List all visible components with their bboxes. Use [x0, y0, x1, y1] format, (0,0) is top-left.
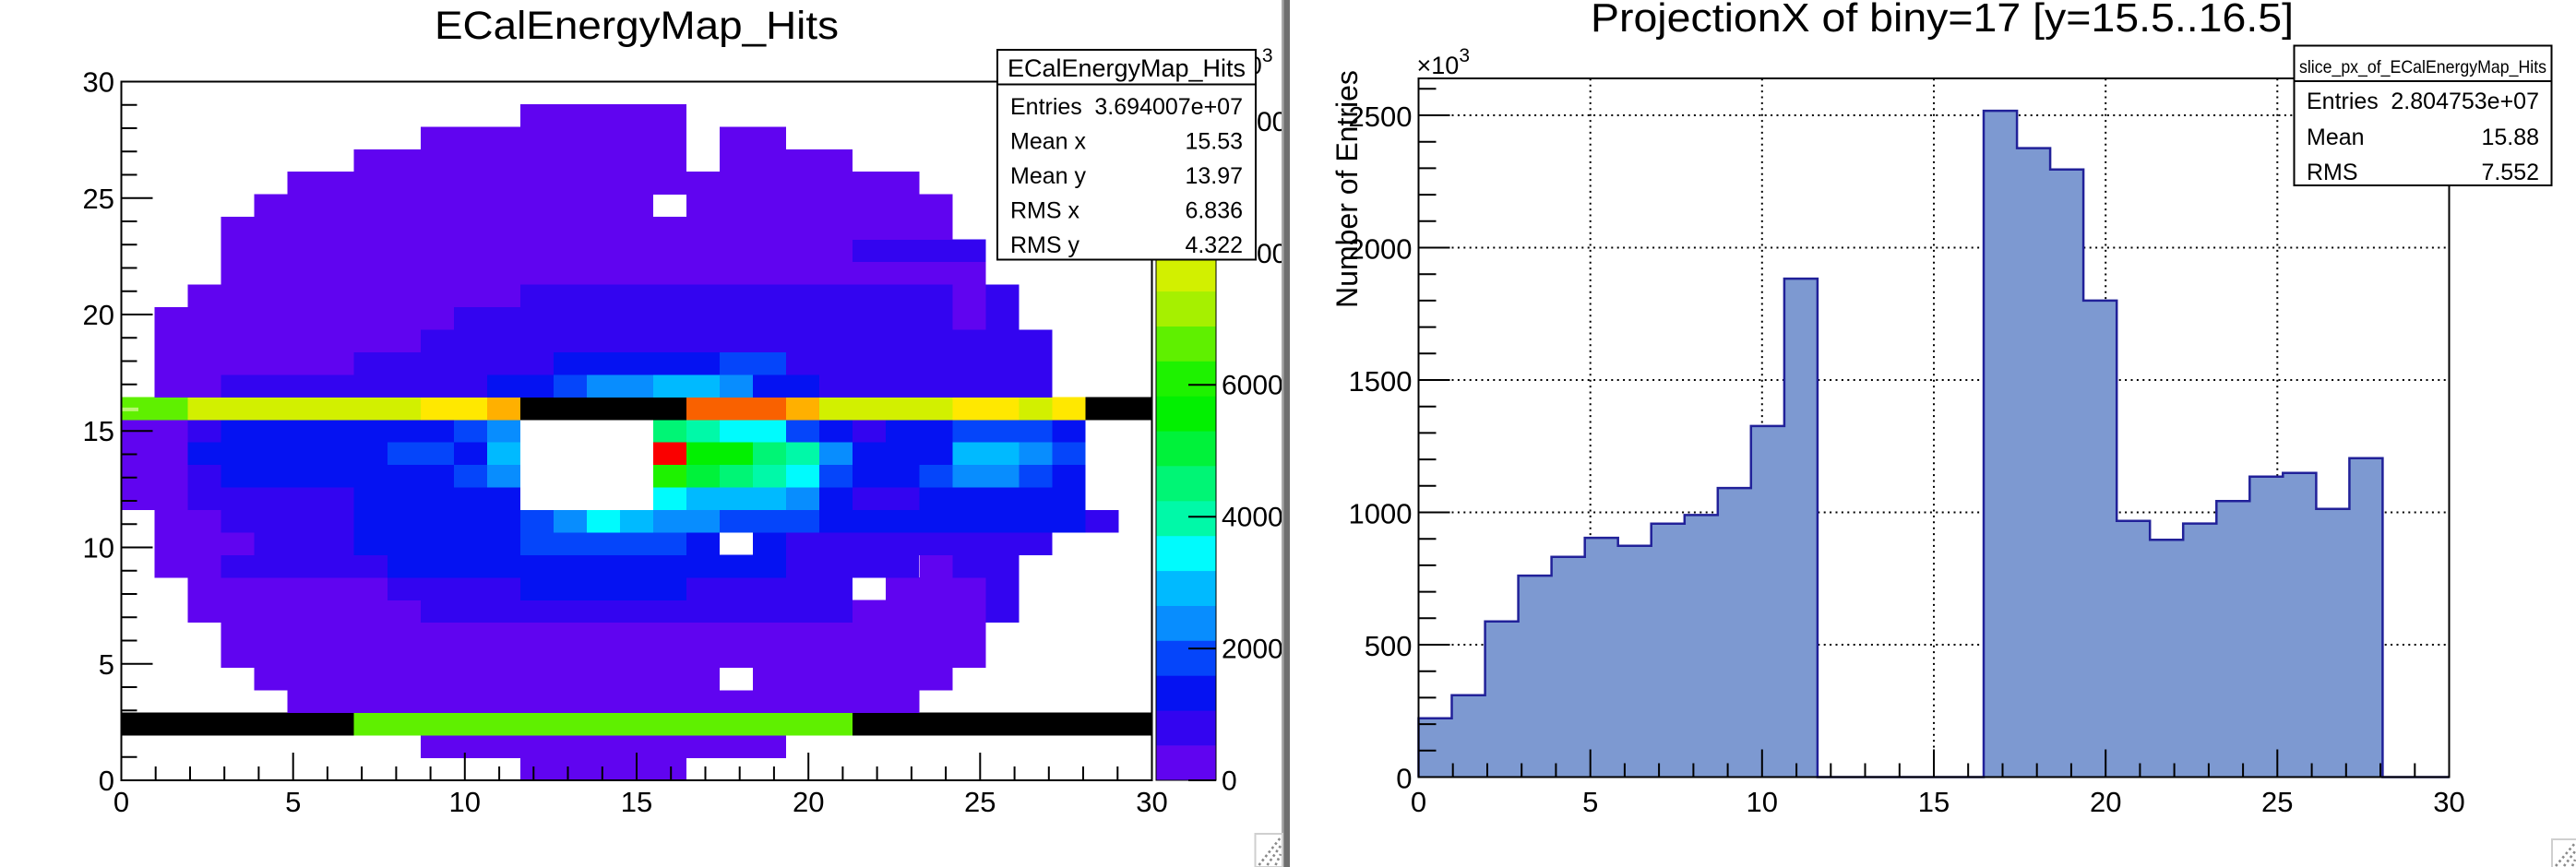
svg-text:15: 15 — [621, 786, 652, 818]
svg-text:RMS: RMS — [2307, 160, 2358, 185]
svg-text:1500: 1500 — [1349, 365, 1413, 398]
svg-text:2.804753e+07: 2.804753e+07 — [2391, 89, 2539, 114]
svg-text:13.97: 13.97 — [1185, 163, 1243, 189]
svg-text:15: 15 — [1918, 786, 1950, 818]
svg-text:slice_px_of_ECalEnergyMap_Hits: slice_px_of_ECalEnergyMap_Hits — [2299, 57, 2546, 77]
svg-text:15.88: 15.88 — [2481, 125, 2539, 150]
svg-text:2000: 2000 — [1222, 635, 1283, 665]
svg-text:2500: 2500 — [1349, 101, 1413, 133]
svg-text:Mean x: Mean x — [1010, 129, 1086, 155]
svg-text:15.53: 15.53 — [1185, 129, 1243, 155]
svg-text:10: 10 — [83, 532, 114, 564]
svg-text:10: 10 — [449, 786, 481, 818]
svg-text:20: 20 — [2090, 786, 2121, 818]
svg-text:7.552: 7.552 — [2481, 160, 2539, 185]
svg-text:Mean y: Mean y — [1010, 163, 1086, 189]
svg-text:ECalEnergyMap_Hits: ECalEnergyMap_Hits — [435, 4, 839, 48]
svg-text:3.694007e+07: 3.694007e+07 — [1094, 94, 1243, 120]
svg-text:RMS y: RMS y — [1010, 232, 1080, 258]
svg-text:ECalEnergyMap_Hits: ECalEnergyMap_Hits — [1008, 54, 1246, 82]
svg-text:30: 30 — [1136, 786, 1167, 818]
svg-text:20: 20 — [793, 786, 824, 818]
svg-text:4.322: 4.322 — [1185, 232, 1243, 258]
svg-text:Entries: Entries — [1010, 94, 1082, 120]
svg-text:0: 0 — [99, 765, 114, 797]
svg-text:15: 15 — [83, 415, 114, 447]
svg-text:30: 30 — [83, 66, 114, 99]
svg-text:2000: 2000 — [1349, 233, 1413, 266]
svg-text:30: 30 — [2433, 786, 2464, 818]
svg-text:25: 25 — [964, 786, 996, 818]
svg-text:Mean: Mean — [2307, 125, 2365, 150]
svg-text:0: 0 — [1222, 766, 1237, 797]
svg-text:6.836: 6.836 — [1185, 198, 1243, 224]
svg-text:0: 0 — [1396, 763, 1412, 795]
svg-text:0: 0 — [1411, 786, 1426, 818]
svg-text:RMS x: RMS x — [1010, 198, 1080, 224]
svg-text:1000: 1000 — [1349, 498, 1413, 530]
svg-text:5: 5 — [285, 786, 301, 818]
svg-text:Entries: Entries — [2307, 89, 2379, 114]
svg-text:20: 20 — [83, 299, 114, 331]
svg-text:Number of Entries: Number of Entries — [1330, 70, 1364, 308]
svg-text:5: 5 — [99, 648, 114, 681]
svg-text:4000: 4000 — [1222, 503, 1283, 533]
svg-text:25: 25 — [83, 183, 114, 215]
svg-text:0: 0 — [113, 786, 129, 818]
svg-text:10: 10 — [1747, 786, 1778, 818]
svg-text:500: 500 — [1365, 630, 1413, 662]
svg-text:25: 25 — [2261, 786, 2293, 818]
svg-text:5: 5 — [1582, 786, 1598, 818]
svg-text:6000: 6000 — [1222, 371, 1283, 401]
svg-text:ProjectionX of biny=17 [y=15.5: ProjectionX of biny=17 [y=15.5..16.5] — [1591, 0, 2294, 41]
